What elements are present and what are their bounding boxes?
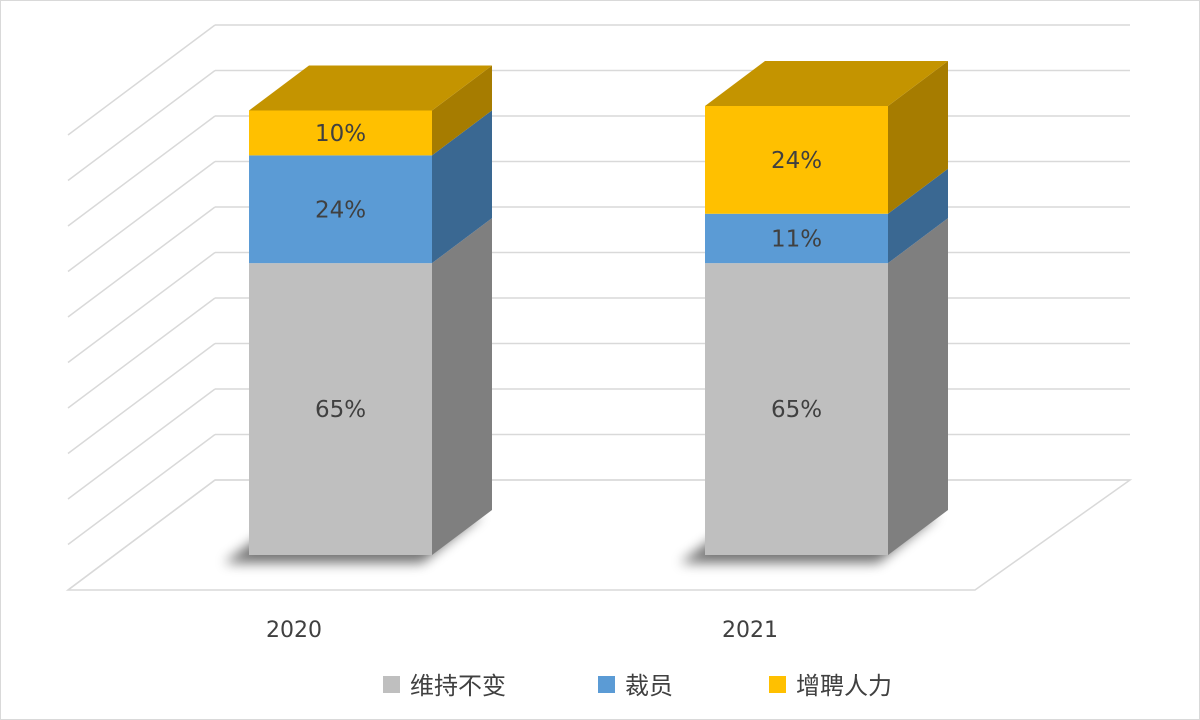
x-axis-ticks: 2020 2021 — [266, 618, 778, 643]
gridline-side — [67, 69, 216, 182]
bar-segment-top — [249, 65, 492, 111]
bar-segment-side — [432, 218, 492, 555]
gridline-side — [67, 24, 216, 136]
bar-segment-side — [888, 168, 948, 264]
gridlines — [65, 24, 1133, 591]
gridline-side — [67, 115, 216, 227]
bar-segment-side — [432, 110, 492, 264]
bar-segment-front — [249, 110, 432, 156]
legend: 维持不变 裁员 增聘人力 — [383, 672, 892, 700]
data-label: 10% — [315, 121, 366, 147]
legend-label: 增聘人力 — [796, 672, 892, 700]
data-label: 24% — [771, 148, 822, 174]
data-label: 65% — [315, 397, 366, 423]
legend-swatch — [383, 676, 400, 693]
bar-segment-top — [705, 61, 948, 106]
gridline-side — [67, 388, 216, 500]
legend-label: 裁员 — [625, 672, 673, 700]
gridline-side — [67, 342, 216, 455]
bar-segment-front — [705, 106, 888, 214]
bar-segment-front — [249, 155, 432, 264]
gridline-side — [67, 479, 216, 591]
floor — [65, 479, 1133, 591]
legend-swatch — [769, 676, 786, 693]
x-tick-label: 2020 — [266, 618, 322, 643]
data-label: 24% — [315, 197, 366, 223]
bar-segment-side — [432, 65, 492, 156]
gridline-side — [67, 433, 216, 546]
legend-swatch — [598, 676, 615, 693]
data-label: 65% — [771, 397, 822, 423]
gridline-side — [67, 251, 216, 364]
legend-label: 维持不变 — [410, 672, 506, 700]
gridline-side — [67, 160, 216, 273]
bars: 65% 24% 10% 65% 11% 24% — [224, 61, 948, 563]
bar-segment-side — [888, 61, 948, 214]
bar-segment-front — [705, 263, 888, 555]
gridline-side — [67, 206, 216, 318]
bar-segment-front — [249, 263, 432, 555]
x-tick-label: 2021 — [722, 618, 778, 643]
bar-segment-side — [888, 218, 948, 555]
gridline-side — [67, 297, 216, 409]
data-label: 11% — [771, 226, 822, 252]
bar-segment-front — [705, 213, 888, 264]
